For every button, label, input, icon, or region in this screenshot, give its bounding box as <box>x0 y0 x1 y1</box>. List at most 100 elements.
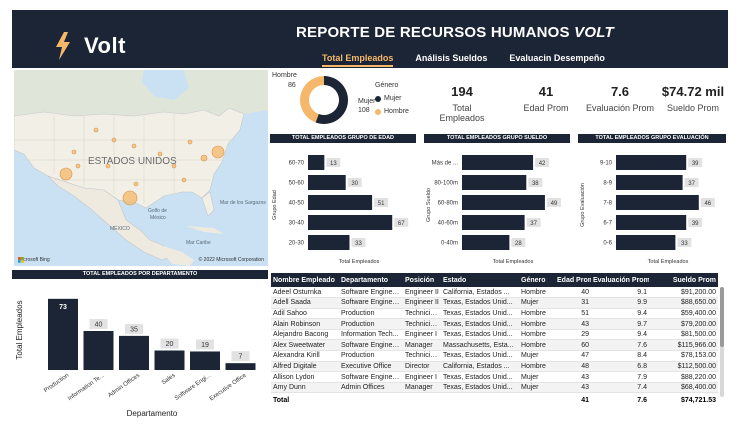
table-cell: Hombre <box>519 361 555 373</box>
bar[interactable] <box>308 195 373 210</box>
table-cell: $79,200.00 <box>649 318 718 330</box>
category-label: 30-40 <box>289 221 305 227</box>
bar[interactable] <box>616 215 687 230</box>
data-label-box <box>684 178 699 187</box>
gender-legend-title: Género <box>375 82 399 89</box>
logo: Volt <box>54 32 126 60</box>
legend-hombre[interactable]: Hombre <box>375 108 409 115</box>
x-axis-label: Departamento <box>127 409 178 418</box>
y-axis-label: Grupo Evaluación <box>580 183 586 227</box>
data-label-box <box>326 158 341 167</box>
column-header[interactable]: Edad Prom <box>555 273 591 287</box>
bar[interactable] <box>462 195 545 210</box>
bar[interactable] <box>616 195 699 210</box>
column-bar[interactable] <box>48 298 78 370</box>
column-bar[interactable] <box>83 331 114 370</box>
bar[interactable] <box>462 235 510 250</box>
employees-map[interactable]: ESTADOS UNIDOS Golfo de México MÉXICO Ma… <box>14 70 268 266</box>
column-header[interactable]: Evaluación Prom <box>591 273 649 287</box>
map-canvas <box>14 70 268 266</box>
data-label: 19 <box>201 342 209 349</box>
column-header[interactable]: Nombre Empleado <box>271 273 339 287</box>
table-cell: Texas, Estados Unid... <box>441 308 519 320</box>
table-cell: Texas, Estados Unid... <box>441 329 519 341</box>
bar[interactable] <box>308 155 325 170</box>
table-row[interactable]: Amy Dunn Admin Offices Manager Texas, Estad… <box>271 382 718 394</box>
table-scrollbar[interactable] <box>720 287 724 397</box>
bar[interactable] <box>308 175 346 190</box>
table-row[interactable]: Adeel Osturnka Software Enginee... Enginee… <box>271 287 718 299</box>
bar[interactable] <box>462 175 527 190</box>
table-cell: 6.8 <box>591 361 649 373</box>
bar[interactable] <box>308 215 393 230</box>
data-label-box <box>125 323 143 334</box>
legend-mujer[interactable]: Mujer <box>375 95 402 102</box>
donut-slice-hombre[interactable] <box>300 76 324 123</box>
data-label-box <box>535 158 550 167</box>
bar[interactable] <box>616 175 683 190</box>
table-row[interactable]: Alejandro Bacong Information Tech... Engin… <box>271 329 718 341</box>
table-cell: Hombre <box>519 339 555 352</box>
category-label: Production <box>43 373 70 394</box>
table-cell: $88,220.00 <box>649 371 718 383</box>
category-label: 60-80m <box>438 201 458 207</box>
table-row[interactable]: Alex Sweetwater Software Enginee... Manage… <box>271 339 718 352</box>
column-header[interactable]: Sueldo Prom <box>649 273 718 287</box>
age-group-chart: Grupo Edad 60-70 13 50-60 30 40-50 51 30-40 67 20… <box>270 143 416 267</box>
table-scrollbar-thumb[interactable] <box>720 287 724 347</box>
tab-evaluacion-desempeno[interactable]: Evaluacin Desempeño <box>509 53 605 63</box>
table-row[interactable]: Alfred Digitale Executive Office Director C… <box>271 361 718 373</box>
tab-total-empleados[interactable]: Total Empleados <box>322 53 394 67</box>
bar[interactable] <box>462 155 534 170</box>
data-label: 67 <box>398 221 405 227</box>
table-row[interactable]: Adil Sahoo Production Technicia... Texas, E… <box>271 308 718 320</box>
table-cell: California, Estados ... <box>441 361 519 373</box>
table-cell: Amy Dunn <box>271 382 339 394</box>
table-cell: 8.4 <box>591 350 649 362</box>
table-cell: Director <box>403 361 441 373</box>
legend-label-mujer: Mujer <box>384 95 402 102</box>
data-label-box <box>700 198 715 207</box>
tab-analisis-sueldos[interactable]: Análisis Sueldos <box>415 53 488 63</box>
bar[interactable] <box>462 215 525 230</box>
age-chart-title: TOTAL EMPLEADOS GRUPO DE EDAD <box>270 134 416 143</box>
table-cell: Production <box>339 350 403 362</box>
bar[interactable] <box>308 235 350 250</box>
column-bar[interactable] <box>190 351 220 370</box>
table-cell: 7.4 <box>591 382 649 394</box>
total-empty <box>441 392 519 407</box>
tab-bar: Total Empleados Análisis Sueldos Evaluac… <box>322 53 605 67</box>
table-row[interactable]: Adell Saada Software Enginee... Engineer I… <box>271 297 718 309</box>
donut-slice-mujer[interactable] <box>315 76 348 124</box>
kpi-total-empleados: 194 Total Empleados <box>432 84 492 123</box>
total-sueldo: $74,721.53 <box>649 392 718 407</box>
table-row[interactable]: Alain Robinson Production Technicia... Texa… <box>271 318 718 330</box>
column-header[interactable]: Departamento <box>339 273 403 287</box>
column-bar[interactable] <box>154 350 185 371</box>
table-row[interactable]: Allison Lydon Software Enginee... Engineer… <box>271 371 718 383</box>
category-label: 80-100m <box>434 181 458 187</box>
table-cell: Mujer <box>519 382 555 394</box>
table-cell: Production <box>339 308 403 320</box>
column-bar[interactable] <box>119 335 149 370</box>
column-header[interactable]: Género <box>519 273 555 287</box>
logo-text: Volt <box>84 33 126 58</box>
table-cell: Manager <box>403 339 441 352</box>
bar[interactable] <box>616 235 676 250</box>
table-cell: Software Enginee... <box>339 339 403 352</box>
map-label-mexico: MÉXICO <box>110 226 130 232</box>
column-header[interactable]: Posición <box>403 273 441 287</box>
table-row[interactable]: Alexandra Kirill Production Technicia... Te… <box>271 350 718 362</box>
title-main: REPORTE DE RECURSOS HUMANOS <box>296 24 570 41</box>
table-cell: Manager <box>403 382 441 394</box>
bolt-icon <box>56 32 70 60</box>
bar[interactable] <box>616 155 687 170</box>
table-cell: Technicia... <box>403 308 441 320</box>
map-copyright: © 2022 Microsoft Corporation <box>198 257 264 263</box>
data-label-box <box>231 351 250 362</box>
column-header[interactable]: Estado <box>441 273 519 287</box>
table-cell: Allison Lydon <box>271 371 339 383</box>
total-empty <box>339 392 403 407</box>
column-bar[interactable] <box>225 363 256 370</box>
table-cell: Hombre <box>519 287 555 299</box>
